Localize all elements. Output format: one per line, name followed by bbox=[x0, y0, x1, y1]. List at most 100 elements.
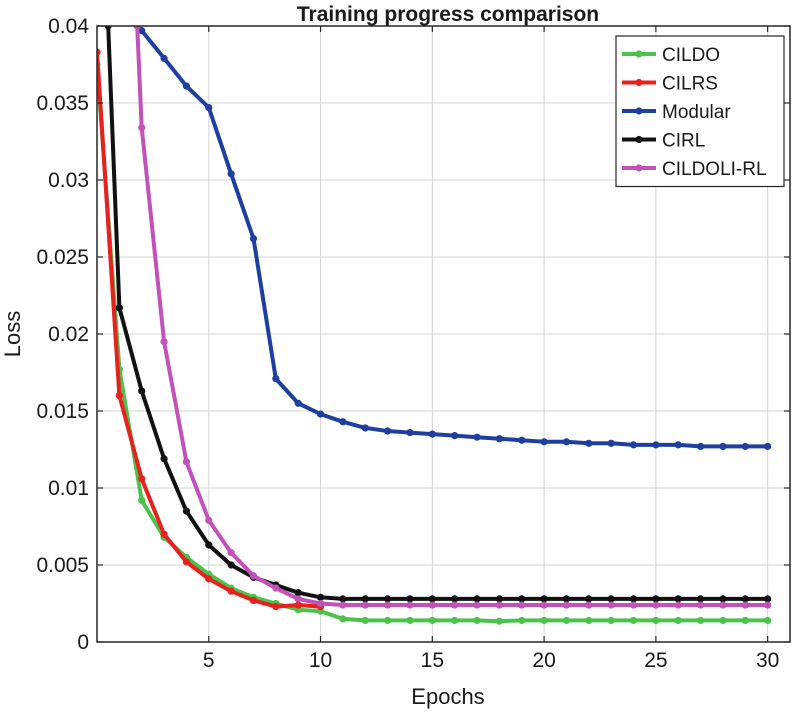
data-point-cirl bbox=[719, 595, 727, 603]
data-point-cildo bbox=[451, 616, 459, 625]
data-point-cildo bbox=[384, 616, 392, 625]
data-point-cildoli-rl bbox=[607, 601, 615, 609]
data-point-cildoli-rl bbox=[741, 601, 749, 609]
data-point-cilrs bbox=[115, 392, 123, 400]
data-point-cildoli-rl bbox=[451, 601, 459, 609]
data-point-modular bbox=[249, 234, 258, 243]
data-point-cilrs bbox=[138, 475, 146, 483]
data-point-cildoli-rl bbox=[696, 601, 705, 609]
x-tick-label: 25 bbox=[644, 649, 667, 672]
data-point-cilrs bbox=[205, 575, 213, 583]
data-point-cirl bbox=[384, 595, 392, 603]
data-point-cildo bbox=[495, 617, 503, 625]
data-point-cildoli-rl bbox=[316, 599, 325, 608]
data-point-cildoli-rl bbox=[585, 601, 593, 609]
data-point-cirl bbox=[652, 595, 660, 603]
data-point-cirl bbox=[741, 595, 749, 603]
data-point-cildoli-rl bbox=[406, 601, 414, 609]
data-point-cildoli-rl bbox=[339, 601, 347, 609]
data-point-cildoli-rl bbox=[764, 601, 772, 609]
data-point-cilrs bbox=[97, 48, 101, 56]
y-tick-label: 0.015 bbox=[36, 400, 89, 423]
data-point-cildoli-rl bbox=[495, 601, 503, 609]
y-axis-label: Loss bbox=[0, 311, 25, 357]
data-point-cildo bbox=[674, 616, 682, 625]
data-point-modular bbox=[138, 27, 146, 35]
data-point-cildo bbox=[741, 616, 749, 625]
data-point-cildoli-rl bbox=[205, 516, 213, 524]
data-point-cirl bbox=[294, 589, 302, 597]
x-axis-label: Epochs bbox=[411, 684, 484, 709]
series-cirl bbox=[104, 26, 772, 603]
x-tick-label: 5 bbox=[203, 649, 215, 672]
data-point-cildoli-rl bbox=[518, 601, 526, 609]
data-point-cirl bbox=[160, 455, 168, 463]
data-point-cirl bbox=[361, 595, 369, 603]
legend-label-cildo: CILDO bbox=[662, 45, 720, 66]
data-point-cildoli-rl bbox=[562, 601, 571, 609]
data-point-cirl bbox=[764, 595, 772, 603]
data-point-modular bbox=[182, 82, 191, 90]
x-tick-label: 10 bbox=[309, 649, 332, 672]
data-point-cildoli-rl bbox=[160, 338, 168, 346]
data-point-cildo bbox=[696, 616, 705, 625]
data-point-cildo bbox=[406, 616, 414, 625]
y-tick-label: 0.03 bbox=[48, 169, 89, 192]
data-point-cildo bbox=[607, 616, 615, 625]
data-point-modular bbox=[272, 375, 280, 383]
data-point-modular bbox=[652, 441, 660, 449]
legend-label-cildoli-rl: CILDOLI-RL bbox=[662, 159, 767, 180]
data-point-cildoli-rl bbox=[133, 26, 141, 30]
data-point-cirl bbox=[339, 595, 347, 603]
axis-ticks: 0 0.005 0.01 0.015 0.02 0.025 0.03 0.035 0.04 5 10… bbox=[36, 15, 790, 672]
data-point-cildoli-rl bbox=[473, 601, 481, 609]
data-point-cirl bbox=[428, 595, 436, 603]
data-point-cirl bbox=[674, 595, 682, 603]
data-point-modular bbox=[339, 418, 347, 426]
data-point-modular bbox=[227, 170, 235, 178]
data-point-cildoli-rl bbox=[227, 549, 235, 557]
data-point-cildo bbox=[562, 616, 571, 625]
legend-marker-cirl bbox=[635, 135, 643, 144]
data-point-modular bbox=[316, 410, 325, 418]
data-point-cildo bbox=[138, 496, 146, 504]
legend-label-cilrs: CILRS bbox=[662, 74, 718, 95]
data-point-cirl bbox=[316, 593, 325, 601]
data-point-cildo bbox=[585, 616, 593, 625]
data-point-cirl bbox=[227, 561, 235, 569]
data-point-modular bbox=[473, 433, 481, 441]
data-point-cirl bbox=[696, 595, 705, 603]
data-point-modular bbox=[562, 438, 571, 446]
data-point-modular bbox=[719, 442, 727, 451]
y-tick-label: 0.025 bbox=[36, 246, 89, 269]
legend-marker-modular bbox=[635, 107, 643, 115]
y-tick-label: 0.01 bbox=[48, 477, 89, 500]
x-tick-label: 20 bbox=[532, 649, 555, 672]
data-point-cirl bbox=[182, 507, 191, 515]
data-point-modular bbox=[518, 436, 526, 444]
data-point-cildoli-rl bbox=[384, 601, 392, 609]
data-point-cildoli-rl bbox=[674, 601, 682, 609]
data-point-cildo bbox=[719, 616, 727, 625]
data-point-modular bbox=[629, 441, 638, 449]
data-point-cirl bbox=[607, 595, 615, 603]
data-point-modular bbox=[361, 424, 369, 432]
series-modular bbox=[138, 27, 772, 451]
data-point-cildo bbox=[652, 616, 660, 625]
data-point-cirl bbox=[629, 595, 638, 603]
data-point-cirl bbox=[540, 595, 548, 603]
data-point-cildoli-rl bbox=[294, 595, 302, 603]
data-point-cildo bbox=[361, 616, 369, 625]
data-point-cildoli-rl bbox=[182, 458, 191, 466]
data-point-cirl bbox=[451, 595, 459, 603]
data-point-cildoli-rl bbox=[719, 601, 727, 609]
data-point-modular bbox=[406, 428, 414, 437]
data-point-modular bbox=[294, 399, 302, 407]
data-point-modular bbox=[495, 435, 503, 443]
data-point-modular bbox=[540, 438, 548, 446]
data-point-cildoli-rl bbox=[138, 124, 146, 132]
data-point-cirl bbox=[495, 595, 503, 603]
data-point-cirl bbox=[115, 304, 123, 312]
data-point-cildoli-rl bbox=[428, 601, 436, 609]
data-point-cildoli-rl bbox=[272, 584, 280, 592]
